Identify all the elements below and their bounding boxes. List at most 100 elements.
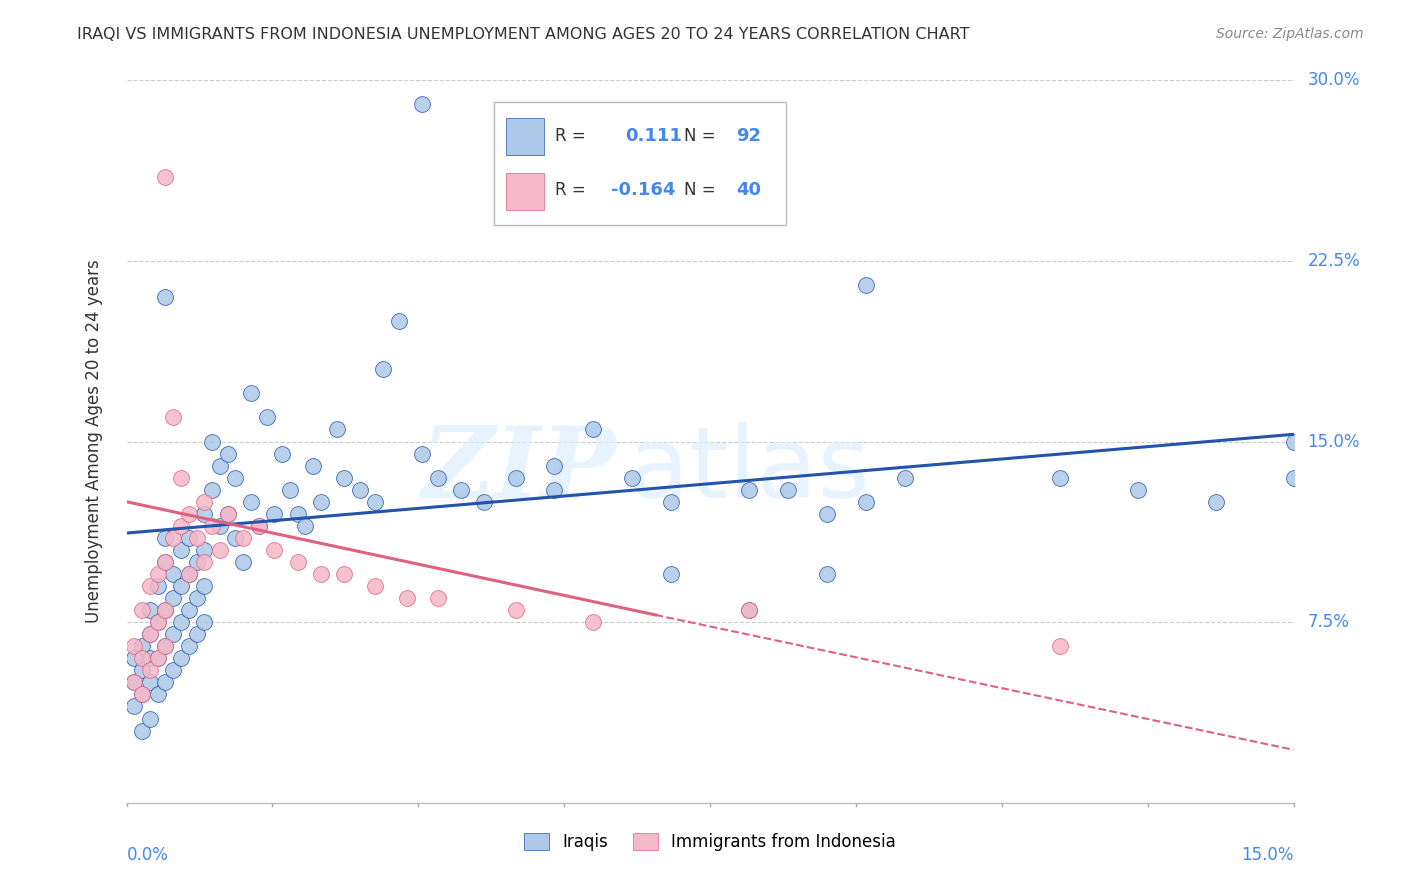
Point bbox=[124, 651, 146, 665]
Point bbox=[146, 651, 169, 665]
Point bbox=[177, 567, 200, 582]
Point bbox=[426, 591, 449, 605]
Point bbox=[815, 507, 838, 521]
Point bbox=[411, 97, 433, 112]
Text: IRAQI VS IMMIGRANTS FROM INDONESIA UNEMPLOYMENT AMONG AGES 20 TO 24 YEARS CORREL: IRAQI VS IMMIGRANTS FROM INDONESIA UNEMP… bbox=[77, 27, 970, 42]
Point bbox=[162, 531, 184, 545]
Point bbox=[543, 458, 565, 473]
Point bbox=[1049, 639, 1071, 653]
Point bbox=[232, 531, 254, 545]
Point bbox=[224, 470, 246, 484]
Point bbox=[325, 422, 347, 436]
Point bbox=[146, 615, 169, 630]
Point bbox=[139, 664, 162, 678]
Point bbox=[271, 446, 294, 460]
Point bbox=[170, 651, 193, 665]
Point bbox=[193, 542, 215, 557]
Point bbox=[139, 579, 162, 593]
Point bbox=[131, 664, 153, 678]
Point bbox=[621, 470, 644, 484]
Point bbox=[139, 627, 162, 641]
Point bbox=[139, 675, 162, 690]
Point bbox=[263, 542, 285, 557]
Point bbox=[247, 518, 270, 533]
Point bbox=[505, 470, 527, 484]
Point bbox=[146, 687, 169, 701]
Point bbox=[177, 567, 200, 582]
Point bbox=[186, 591, 208, 605]
Point bbox=[659, 494, 682, 508]
Point bbox=[124, 675, 146, 690]
Point bbox=[146, 567, 169, 582]
Point bbox=[131, 603, 153, 617]
Point bbox=[309, 494, 332, 508]
Point bbox=[177, 603, 200, 617]
Point bbox=[582, 615, 605, 630]
Point bbox=[201, 518, 224, 533]
Point bbox=[738, 603, 761, 617]
Point bbox=[256, 410, 278, 425]
Point bbox=[224, 531, 246, 545]
Point bbox=[247, 518, 270, 533]
Point bbox=[193, 615, 215, 630]
Point bbox=[474, 494, 496, 508]
Point bbox=[170, 542, 193, 557]
Point bbox=[302, 458, 325, 473]
Point bbox=[1205, 494, 1227, 508]
Point bbox=[232, 555, 254, 569]
Point bbox=[177, 507, 200, 521]
Point bbox=[155, 639, 177, 653]
Point bbox=[201, 483, 224, 497]
Point bbox=[177, 531, 200, 545]
Point bbox=[155, 531, 177, 545]
Point bbox=[162, 664, 184, 678]
Text: 30.0%: 30.0% bbox=[1308, 71, 1360, 89]
Point bbox=[309, 567, 332, 582]
Point bbox=[1282, 434, 1305, 449]
Text: 15.0%: 15.0% bbox=[1308, 433, 1360, 450]
Point bbox=[1049, 470, 1071, 484]
Point bbox=[155, 169, 177, 184]
Point bbox=[294, 518, 316, 533]
Point bbox=[139, 651, 162, 665]
Point bbox=[373, 362, 395, 376]
Point bbox=[287, 555, 309, 569]
Point bbox=[395, 591, 418, 605]
Point bbox=[582, 422, 605, 436]
Point bbox=[155, 555, 177, 569]
Point bbox=[333, 470, 356, 484]
Point bbox=[139, 712, 162, 726]
Y-axis label: Unemployment Among Ages 20 to 24 years: Unemployment Among Ages 20 to 24 years bbox=[84, 260, 103, 624]
Text: ZIP: ZIP bbox=[422, 422, 617, 518]
Point bbox=[543, 483, 565, 497]
Point bbox=[139, 603, 162, 617]
Point bbox=[738, 603, 761, 617]
Point bbox=[155, 555, 177, 569]
Point bbox=[155, 639, 177, 653]
Point bbox=[186, 555, 208, 569]
Point bbox=[146, 651, 169, 665]
Point bbox=[278, 483, 301, 497]
Point bbox=[146, 615, 169, 630]
Point bbox=[155, 603, 177, 617]
Legend: Iraqis, Immigrants from Indonesia: Iraqis, Immigrants from Indonesia bbox=[516, 825, 904, 860]
Point bbox=[240, 494, 263, 508]
Point bbox=[388, 314, 411, 328]
Text: atlas: atlas bbox=[628, 422, 870, 519]
Point bbox=[186, 531, 208, 545]
Point bbox=[170, 615, 193, 630]
Point bbox=[893, 470, 915, 484]
Point bbox=[208, 518, 231, 533]
Text: 0.0%: 0.0% bbox=[127, 847, 169, 864]
Point bbox=[131, 687, 153, 701]
Point bbox=[349, 483, 371, 497]
Point bbox=[162, 410, 184, 425]
Point bbox=[162, 627, 184, 641]
Point bbox=[193, 579, 215, 593]
Point bbox=[411, 446, 433, 460]
Point bbox=[217, 507, 239, 521]
Point bbox=[217, 507, 239, 521]
Text: 22.5%: 22.5% bbox=[1308, 252, 1360, 270]
Text: 15.0%: 15.0% bbox=[1241, 847, 1294, 864]
Point bbox=[124, 639, 146, 653]
